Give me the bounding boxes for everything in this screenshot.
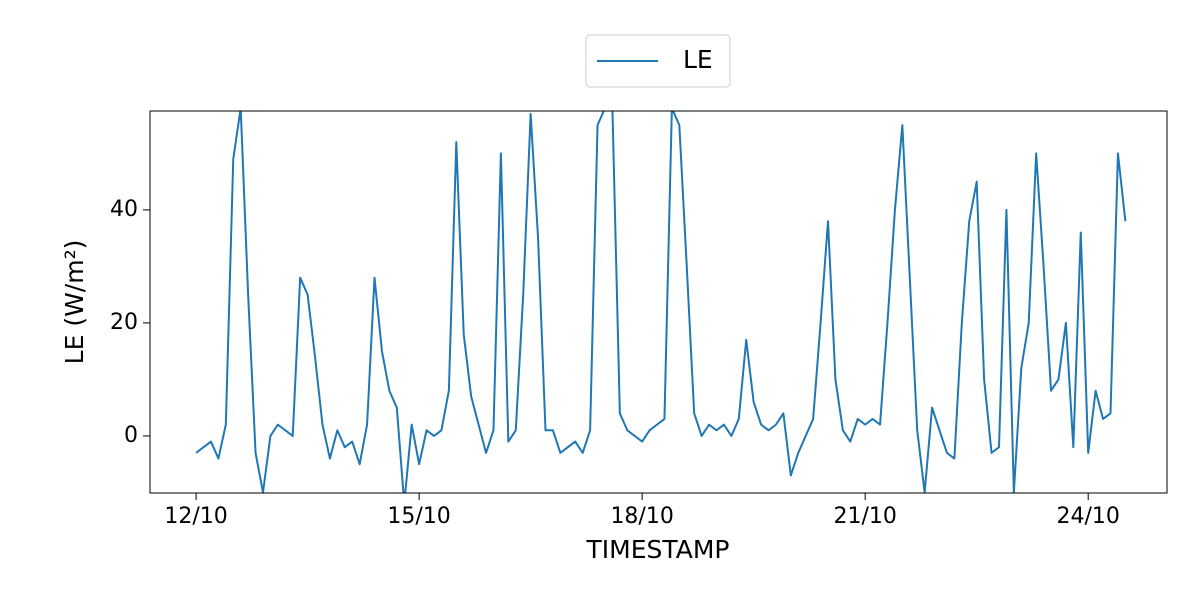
y-axis-label: LE (W/m²) bbox=[60, 240, 89, 365]
y-tick-label: 0 bbox=[124, 423, 138, 448]
x-tick-label: 15/10 bbox=[387, 504, 450, 529]
plot-area bbox=[195, 111, 1127, 493]
y-tick-label: 40 bbox=[110, 197, 138, 222]
y-tick-label: 20 bbox=[110, 310, 138, 335]
line-series bbox=[195, 111, 1127, 493]
x-tick-label: 12/10 bbox=[164, 504, 227, 529]
x-tick-label: 18/10 bbox=[610, 504, 673, 529]
plot-frame bbox=[149, 110, 1168, 494]
legend-label: LE bbox=[683, 45, 713, 74]
x-tick-label: 21/10 bbox=[833, 504, 896, 529]
x-tick-label: 24/10 bbox=[1056, 504, 1119, 529]
x-axis-label: TIMESTAMP bbox=[586, 535, 730, 564]
